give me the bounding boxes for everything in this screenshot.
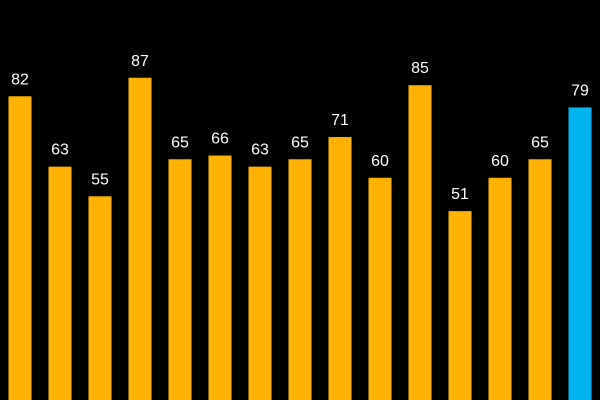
- bar: [368, 177, 392, 400]
- data-label: 51: [451, 186, 469, 203]
- bar: [48, 166, 72, 400]
- data-label: 79: [571, 82, 589, 99]
- bar: [328, 137, 352, 400]
- bar: [528, 159, 552, 400]
- data-label: 60: [491, 153, 509, 170]
- bar: [488, 177, 512, 400]
- bar: [88, 196, 112, 400]
- data-label: 65: [291, 134, 309, 151]
- bar: [8, 96, 32, 400]
- bar: [448, 211, 472, 400]
- bar: [248, 166, 272, 400]
- data-label: 63: [51, 142, 69, 159]
- data-label: 55: [91, 171, 109, 188]
- data-label: 60: [371, 153, 389, 170]
- data-label: 82: [11, 71, 29, 88]
- bar: [568, 107, 592, 400]
- bar: [168, 159, 192, 400]
- data-label: 71: [331, 112, 349, 129]
- bar: [408, 85, 432, 400]
- bar: [288, 159, 312, 400]
- data-label: 63: [251, 142, 269, 159]
- data-label: 66: [211, 131, 229, 148]
- data-label: 85: [411, 60, 429, 77]
- data-label: 65: [531, 134, 549, 151]
- data-label: 65: [171, 134, 189, 151]
- bar: [208, 155, 232, 400]
- bar: [128, 77, 152, 400]
- data-label: 87: [131, 53, 149, 70]
